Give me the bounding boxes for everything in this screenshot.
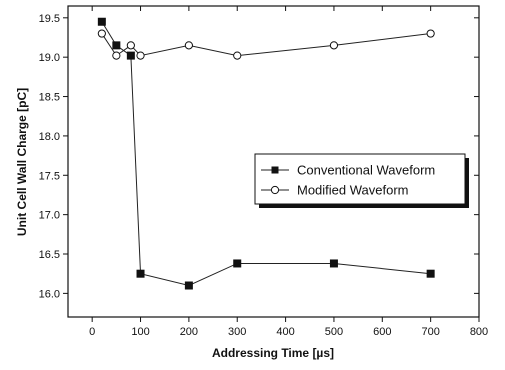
modified-point (329, 41, 339, 50)
series-group (97, 17, 435, 290)
x-tick-label: 100 (131, 326, 149, 338)
plot-frame-group (67, 5, 480, 318)
y-tick-label: 16.5 (39, 249, 60, 261)
y-tick-label: 19.5 (39, 13, 60, 25)
modified-point (136, 51, 145, 60)
y-tick-label: 18.5 (39, 92, 60, 104)
x-tick-label: 800 (470, 326, 488, 338)
modified-point (112, 51, 121, 60)
x-tick-label: 500 (325, 326, 343, 338)
legend-label: Conventional Waveform (297, 163, 435, 178)
series-line (101, 33, 431, 57)
modified-point (426, 29, 435, 38)
x-tick-label: 300 (228, 326, 246, 338)
y-tick-label: 19.0 (39, 52, 60, 64)
y-tick-label: 18.0 (39, 131, 60, 143)
conventional-point (426, 269, 435, 278)
plot-frame (67, 5, 480, 318)
tick-group: 0 100 200 300 400 500 600 700 800 16.0 16.5 17.0 17.… (39, 6, 488, 338)
modified-point (233, 51, 242, 60)
legend: Conventional Waveform Modified Waveform (254, 153, 469, 208)
y-tick-label: 16.0 (39, 288, 60, 300)
modified-point (97, 29, 106, 38)
conventional-point (112, 41, 121, 50)
y-tick-label: 17.5 (39, 170, 60, 182)
legend-label: Modified Waveform (297, 183, 409, 198)
conventional-point (329, 259, 338, 268)
x-tick-label: 200 (180, 326, 198, 338)
x-tick-label: 700 (421, 326, 439, 338)
x-tick-label: 0 (89, 326, 95, 338)
x-tick-label: 600 (373, 326, 391, 338)
modified-point (184, 41, 193, 50)
y-tick-label: 17.0 (39, 210, 60, 222)
conventional-point (184, 281, 193, 290)
legend-circle-marker (270, 185, 280, 195)
modified-point (126, 41, 135, 50)
conventional-point (97, 17, 106, 26)
conventional-point (136, 269, 145, 278)
y-axis-title: Unit Cell Wall Charge [pC] (15, 88, 29, 236)
legend-square-marker (271, 166, 279, 174)
conventional-point (126, 51, 135, 60)
legend-box (254, 153, 466, 205)
x-axis-title: Addressing Time [µs] (212, 346, 334, 360)
conventional-point (233, 259, 242, 268)
x-tick-label: 400 (276, 326, 294, 338)
